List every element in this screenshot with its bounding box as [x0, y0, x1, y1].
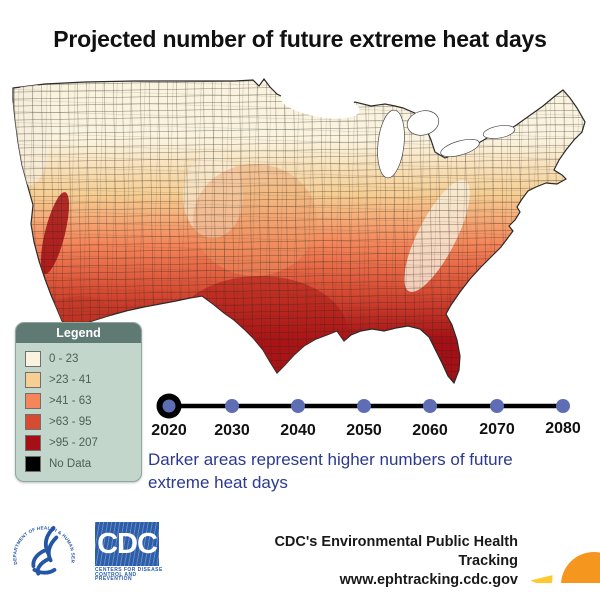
tracking-text: CDC's Environmental Public Health Tracki…: [238, 533, 518, 590]
legend-item-23-41: >23 - 41: [25, 372, 132, 388]
page-title: Projected number of future extreme heat …: [53, 26, 547, 52]
legend-item-0-23: 0 - 23: [25, 351, 132, 367]
tracking-url[interactable]: www.ephtracking.cdc.gov: [339, 572, 518, 588]
legend-swatch: [25, 456, 41, 472]
year-timeline-slider[interactable]: 2020 2030 2040 2050 2060 2070 2080: [146, 384, 586, 442]
legend-swatch: [25, 393, 41, 409]
legend-item-63-95: >63 - 95: [25, 414, 132, 430]
timeline-year-label[interactable]: 2030: [214, 422, 250, 439]
great-lakes: [280, 89, 516, 179]
timeline-year-label[interactable]: 2070: [479, 421, 515, 438]
hhs-logo: DEPARTMENT OF HEALTH & HUMAN SERVICES · …: [1, 503, 83, 592]
timeline-dot-2080[interactable]: [556, 399, 570, 413]
legend-item-95-207: >95 - 207: [25, 435, 132, 451]
svg-text:DEPARTMENT OF HEALTH & HUMAN S: DEPARTMENT OF HEALTH & HUMAN SERVICES · …: [3, 507, 76, 565]
timeline-year-label[interactable]: 2080: [545, 420, 581, 437]
timeline-year-label[interactable]: 2040: [280, 422, 316, 439]
legend-swatch: [25, 414, 41, 430]
cdc-acronym: CDC: [97, 527, 158, 560]
timeline-dot-2030[interactable]: [225, 399, 239, 413]
cdc-caption: CENTERS FOR DISEASE CONTROL AND PREVENTI…: [95, 567, 163, 582]
timeline-dot-2070[interactable]: [490, 399, 504, 413]
legend-header: Legend: [16, 323, 141, 343]
timeline-year-label[interactable]: 2020: [151, 422, 187, 439]
hhs-eagle-icon: [31, 526, 59, 576]
legend-swatch: [25, 351, 41, 367]
timeline-year-label[interactable]: 2060: [412, 422, 448, 439]
legend-swatch: [25, 435, 41, 451]
timeline-dot-2060[interactable]: [423, 399, 437, 413]
timeline-year-label[interactable]: 2050: [346, 422, 382, 439]
legend-panel: Legend 0 - 23 >23 - 41 >41 - 63 >63 - 95…: [15, 322, 142, 482]
timeline-dot-2020-selected[interactable]: [156, 393, 182, 419]
cdc-logo-box: CDC: [95, 522, 159, 566]
cdc-logo: CDC CENTERS FOR DISEASE CONTROL AND PREV…: [95, 522, 165, 582]
legend-item-no-data: No Data: [25, 456, 132, 472]
hhs-ring-text: DEPARTMENT OF HEALTH & HUMAN SERVICES · …: [1, 503, 75, 565]
timeline-dot-2040[interactable]: [291, 399, 305, 413]
sun-icon: [522, 501, 600, 592]
map-caption: Darker areas represent higher numbers of…: [148, 450, 513, 492]
tracking-program-name: CDC's Environmental Public Health Tracki…: [274, 534, 518, 569]
legend-swatch: [25, 372, 41, 388]
timeline-dot-2050[interactable]: [357, 399, 371, 413]
legend-item-41-63: >41 - 63: [25, 393, 132, 409]
